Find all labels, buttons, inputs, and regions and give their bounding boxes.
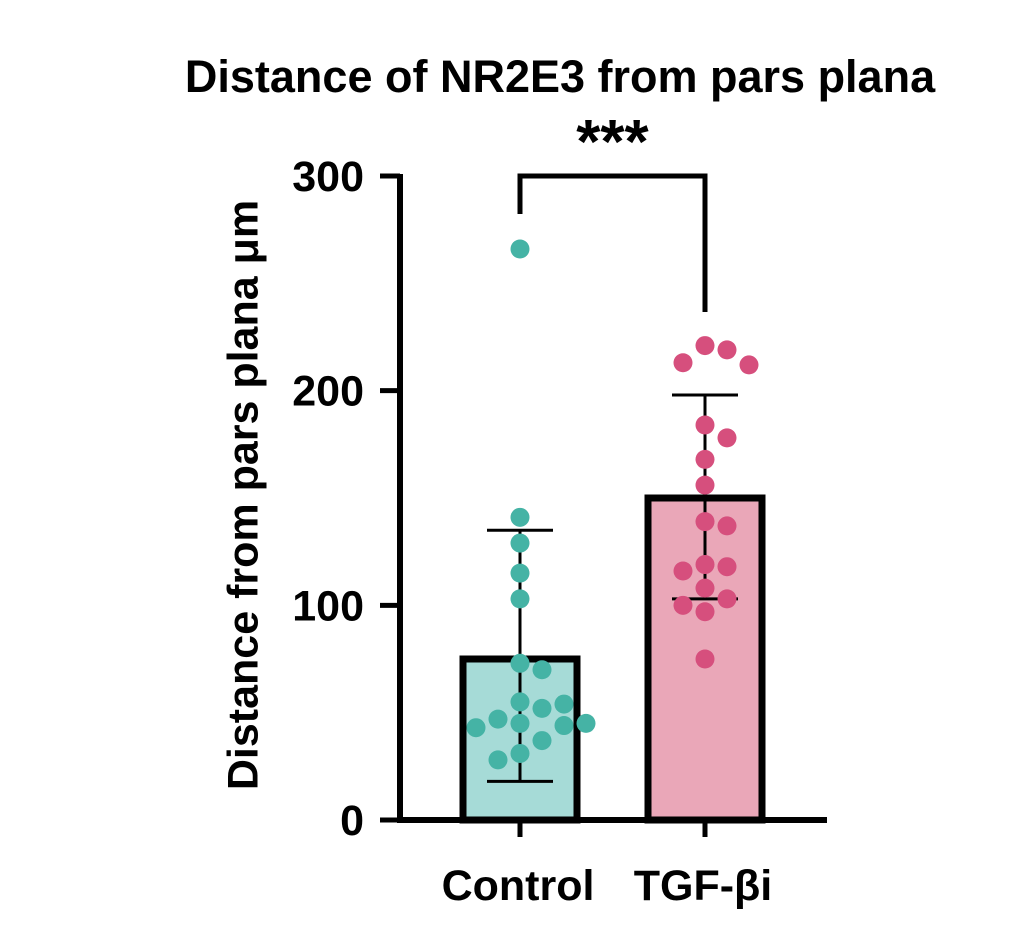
data-point bbox=[717, 340, 737, 360]
data-point bbox=[510, 713, 530, 733]
data-point bbox=[554, 716, 574, 736]
data-point bbox=[532, 731, 552, 751]
data-point bbox=[695, 475, 715, 495]
data-point bbox=[695, 415, 715, 435]
data-point bbox=[510, 507, 530, 527]
data-point bbox=[695, 336, 715, 356]
data-point bbox=[695, 449, 715, 469]
significance-label: *** bbox=[576, 108, 649, 177]
data-point bbox=[673, 561, 693, 581]
y-ticks-layer: 0 100 200 300 bbox=[292, 153, 400, 845]
data-point bbox=[717, 516, 737, 536]
data-point bbox=[695, 602, 715, 622]
data-point bbox=[576, 713, 596, 733]
x-ticks-layer: Control TGF-βi bbox=[442, 820, 773, 910]
data-point bbox=[488, 709, 508, 729]
chart-title: Distance of NR2E3 from pars plana bbox=[185, 51, 936, 102]
data-point bbox=[717, 557, 737, 577]
y-tick-label-2: 200 bbox=[292, 368, 364, 416]
data-point bbox=[510, 239, 530, 259]
data-point bbox=[532, 660, 552, 680]
data-point bbox=[488, 750, 508, 770]
data-point bbox=[695, 555, 715, 575]
bars-layer bbox=[459, 494, 766, 824]
data-point bbox=[510, 692, 530, 712]
data-point bbox=[510, 589, 530, 609]
data-point bbox=[717, 428, 737, 448]
points-layer bbox=[466, 239, 759, 770]
significance-layer: *** bbox=[517, 108, 708, 312]
data-point bbox=[510, 533, 530, 553]
data-point bbox=[695, 649, 715, 669]
data-point bbox=[695, 512, 715, 532]
data-point bbox=[532, 698, 552, 718]
data-point bbox=[510, 653, 530, 673]
data-point bbox=[510, 743, 530, 763]
y-tick-label-3: 300 bbox=[292, 153, 364, 201]
data-point bbox=[466, 718, 486, 738]
data-point bbox=[673, 595, 693, 615]
data-point bbox=[510, 563, 530, 583]
x-tick-label-1: TGF-βi bbox=[634, 862, 773, 910]
data-point bbox=[739, 355, 759, 375]
y-axis-label: Distance from pars plana μm bbox=[219, 200, 267, 790]
data-point bbox=[554, 694, 574, 714]
data-point bbox=[695, 578, 715, 598]
data-point bbox=[717, 589, 737, 609]
x-tick-label-0: Control bbox=[442, 862, 595, 910]
y-tick-label-1: 100 bbox=[292, 582, 364, 630]
data-point bbox=[673, 353, 693, 373]
y-tick-label-0: 0 bbox=[340, 797, 364, 845]
significance-bracket bbox=[517, 173, 708, 312]
